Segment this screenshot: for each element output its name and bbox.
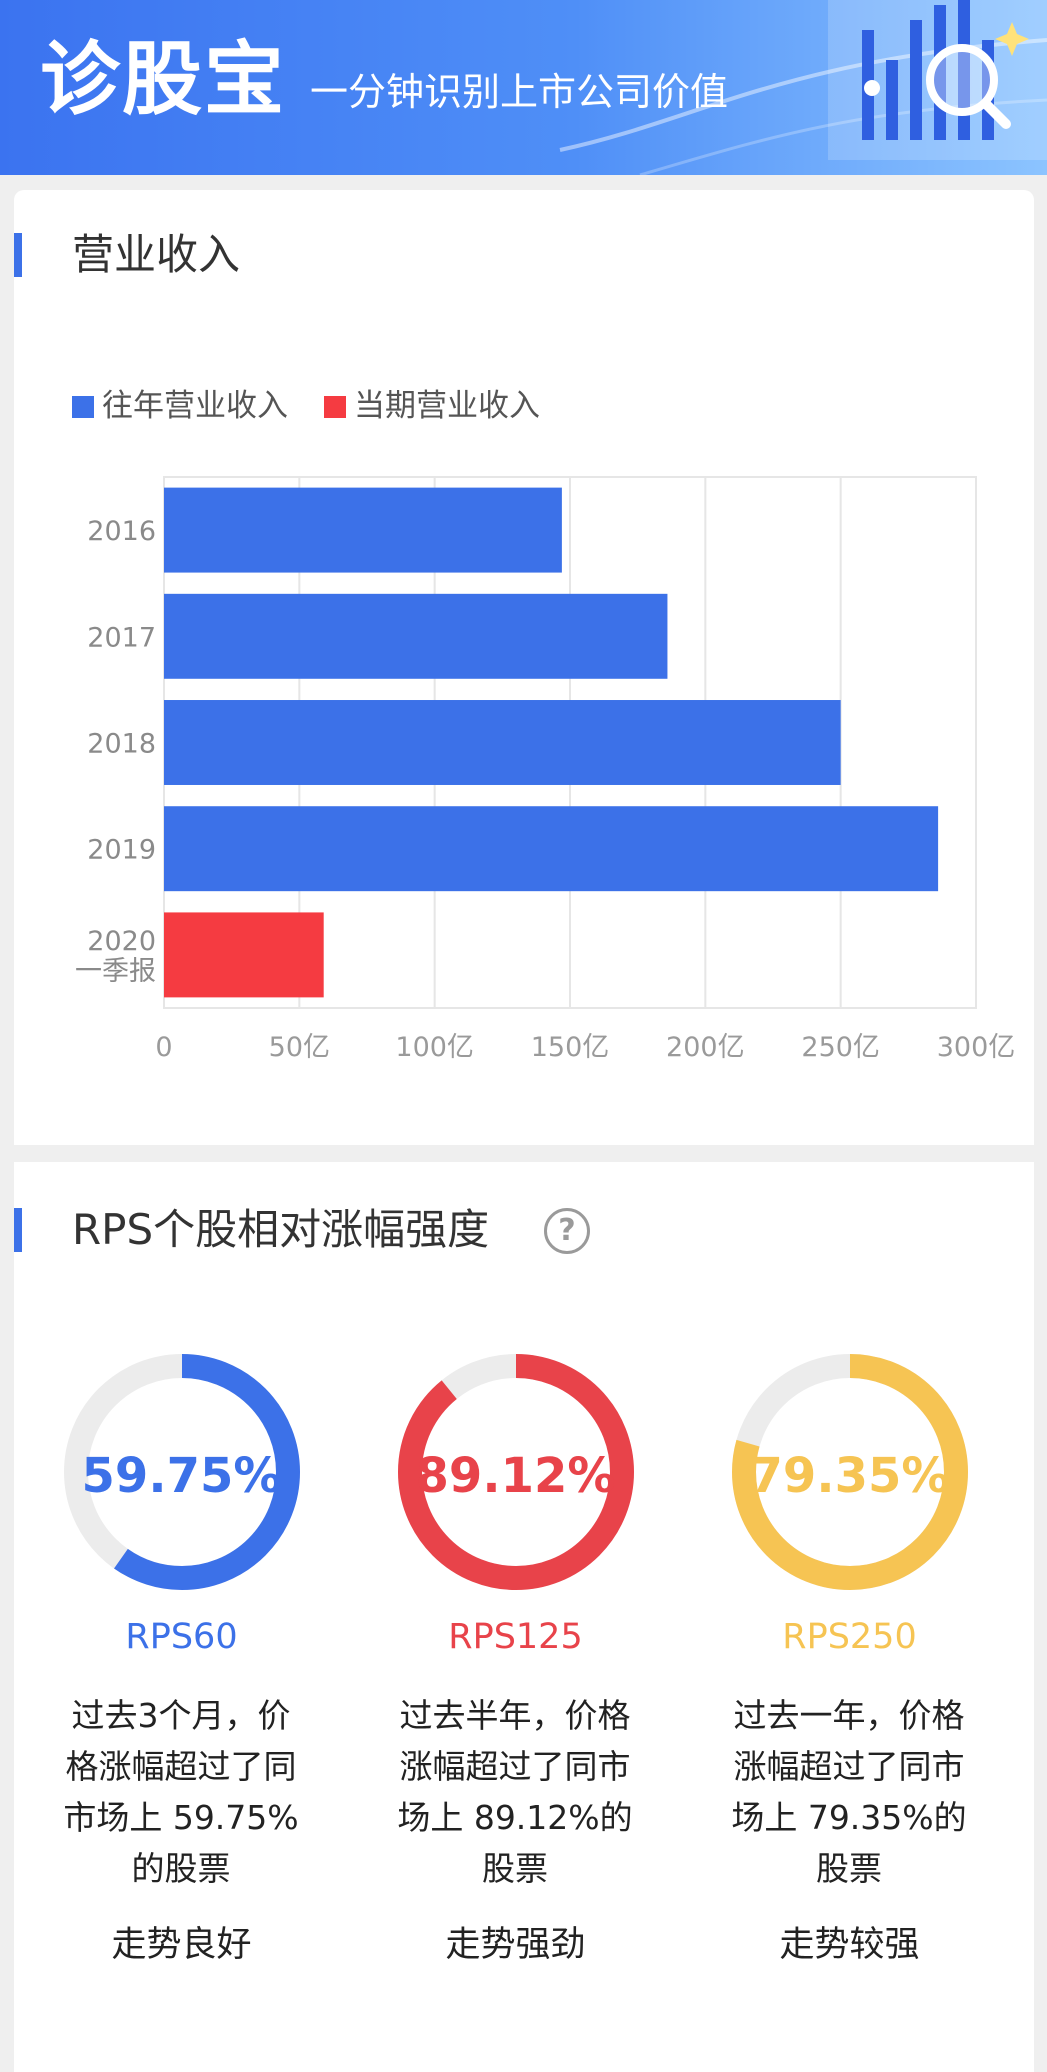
app-logo: 诊股宝 [40, 33, 286, 126]
legend-label-previous: 往年营业收入 [102, 388, 288, 424]
x-tick-label: 150亿 [531, 1032, 610, 1063]
x-tick-label: 0 [155, 1032, 172, 1063]
x-tick-label: 100亿 [395, 1032, 474, 1063]
bar-2018[interactable] [164, 700, 841, 785]
gauge-description: 过去3个月，价格涨幅超过了同市场上 59.75%的股票 [63, 1696, 299, 1888]
rps-title: RPS个股相对涨幅强度 [72, 1205, 490, 1254]
gauge-trend: 走势较强 [779, 1925, 920, 1965]
y-tick-label: 2020 [87, 926, 156, 957]
gauge-ring [398, 1354, 634, 1590]
question-circle-icon[interactable]: ? [544, 1208, 590, 1254]
gauge-percent: 89.12% [415, 1448, 616, 1504]
gauge-percent: 59.75% [81, 1448, 282, 1504]
bar-2017[interactable] [164, 593, 668, 679]
section-accent-bar [14, 1208, 22, 1252]
gauge-trend: 走势良好 [111, 1925, 252, 1965]
legend-swatch-previous [72, 396, 94, 418]
y-tick-label: 2016 [87, 516, 156, 547]
gauge-trend: 走势强劲 [445, 1925, 586, 1965]
x-tick-label: 300亿 [937, 1032, 1016, 1063]
gauge-ring [732, 1354, 968, 1590]
gauge-name: RPS250 [782, 1617, 917, 1657]
bar-2019[interactable] [164, 806, 939, 892]
legend-swatch-current [324, 396, 346, 418]
legend-label-current: 当期营业收入 [354, 388, 540, 424]
bar-2016[interactable] [164, 487, 562, 573]
header-illustration [559, 0, 1047, 175]
section-accent-bar [14, 233, 22, 277]
rps-card: RPS个股相对涨幅强度 ? 59.75% RPS60 过去3个月，价格涨幅超过了… [14, 1162, 1034, 2072]
gauge-percent: 79.35% [749, 1448, 950, 1504]
gauge-description: 过去半年，价格涨幅超过了同市场上 89.12%的股票 [397, 1696, 633, 1888]
y-tick-label: 一季报 [75, 956, 156, 987]
gauge-name: RPS125 [448, 1617, 583, 1657]
x-tick-label: 50亿 [269, 1032, 330, 1063]
x-tick-label: 200亿 [666, 1032, 745, 1063]
gauge-ring [64, 1354, 300, 1590]
bar-2020[interactable] [164, 912, 324, 998]
revenue-bar-chart: 0 50亿 100亿 150亿 200亿 250亿 300亿 2016 2017 2018 2019… [75, 476, 1016, 1063]
app-header: 诊股宝 一分钟识别上市公司价值 [0, 0, 1047, 175]
revenue-title: 营业收入 [72, 230, 241, 279]
y-tick-label: 2018 [87, 729, 156, 760]
x-tick-label: 250亿 [801, 1032, 880, 1063]
gauge-description: 过去一年，价格涨幅超过了同市场上 79.35%的股票 [731, 1696, 967, 1888]
y-tick-label: 2019 [87, 835, 156, 866]
revenue-card: 营业收入 往年营业收入 当期营业收入 0 50亿 100亿 150亿 200亿 250亿 3… [14, 190, 1034, 1145]
gauge-name: RPS60 [125, 1617, 238, 1657]
app-slogan: 一分钟识别上市公司价值 [310, 70, 729, 114]
y-tick-label: 2017 [87, 622, 156, 653]
